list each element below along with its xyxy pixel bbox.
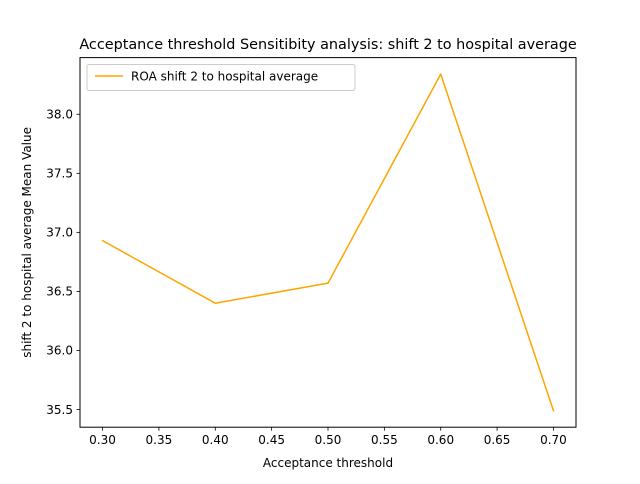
y-tick-label: 37.0 xyxy=(46,226,73,240)
x-tick-label: 0.55 xyxy=(371,433,398,447)
legend-box xyxy=(86,64,356,91)
x-tick-label: 0.35 xyxy=(146,433,173,447)
chart-title: Acceptance threshold Sensitibity analysi… xyxy=(79,37,577,53)
x-axis-label: Acceptance threshold xyxy=(263,456,393,470)
legend-label: ROA shift 2 to hospital average xyxy=(131,70,318,84)
series-layer xyxy=(101,73,555,412)
x-tick-label: 0.30 xyxy=(89,433,116,447)
y-tick-label: 37.5 xyxy=(46,167,73,181)
x-tick-label: 0.65 xyxy=(484,433,511,447)
series-line xyxy=(101,73,555,412)
plot-area-frame xyxy=(79,57,577,428)
x-tick-label: 0.50 xyxy=(315,433,342,447)
y-tick-label: 36.0 xyxy=(46,344,73,358)
legend: ROA shift 2 to hospital average xyxy=(86,64,356,91)
y-tick-label: 35.5 xyxy=(46,403,73,417)
y-tick-label: 36.5 xyxy=(46,285,73,299)
y-axis-label: shift 2 to hospital average Mean Value xyxy=(20,127,34,358)
y-tick-label: 38.0 xyxy=(46,108,73,122)
x-tick-label: 0.45 xyxy=(258,433,285,447)
x-tick-label: 0.70 xyxy=(540,433,567,447)
x-tick-label: 0.40 xyxy=(202,433,229,447)
axis-ticks: 0.30 0.35 0.40 0.45 0.50 0.55 0.60 0.65 0.70 35.5… xyxy=(46,108,567,448)
x-tick-label: 0.60 xyxy=(427,433,454,447)
